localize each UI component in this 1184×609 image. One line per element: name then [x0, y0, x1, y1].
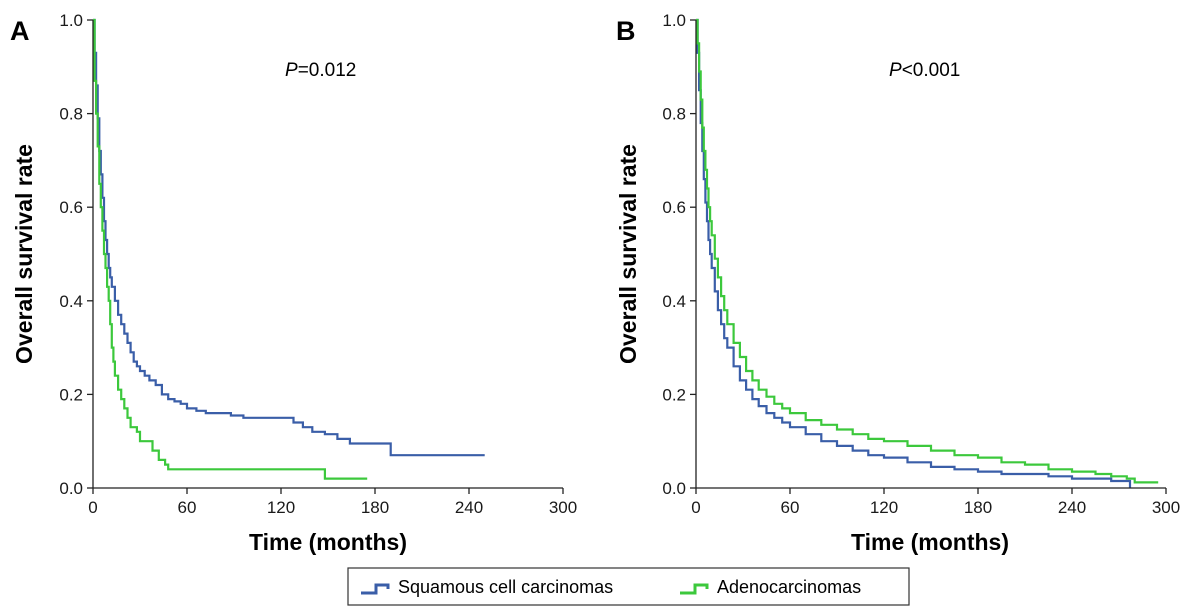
panel-letter-a: A: [10, 16, 30, 46]
x-tick-label-b: 120: [870, 498, 898, 517]
y-tick-label-a: 0.6: [59, 198, 83, 217]
y-tick-label-b: 0.4: [662, 292, 686, 311]
y-tick-label-b: 0.2: [662, 385, 686, 404]
y-tick-label-a: 1.0: [59, 11, 83, 30]
x-tick-label-b: 300: [1152, 498, 1180, 517]
series-layer-b: [696, 18, 1159, 488]
x-tick-label-b: 0: [691, 498, 700, 517]
legend-label-adeno: Adenocarcinomas: [717, 577, 861, 597]
x-tick-label-a: 120: [267, 498, 295, 517]
x-axis-title-a: Time (months): [249, 529, 407, 555]
x-tick-label-b: 60: [781, 498, 800, 517]
p-value-text-b: <0.001: [902, 60, 961, 81]
y-axis-title-a: Overall survival rate: [11, 144, 37, 364]
x-tick-label-a: 300: [549, 498, 577, 517]
series-line-adeno-a: [93, 18, 368, 480]
x-tick-label-a: 180: [361, 498, 389, 517]
y-tick-label-b: 0.0: [662, 479, 686, 498]
series-line-squamous-a: [93, 18, 485, 457]
y-tick-label-a: 0.4: [59, 292, 83, 311]
y-tick-label-b: 1.0: [662, 11, 686, 30]
panel-letter-b: B: [616, 16, 636, 46]
y-tick-label-a: 0.0: [59, 479, 83, 498]
p-value-annotation-a: P=0.012: [285, 60, 356, 81]
series-layer-a: [93, 18, 485, 480]
axes-b: 0 60 120 180 240 300 0.0 0.2 0.4 0.6 0.8 1.0: [662, 11, 1180, 517]
series-line-squamous-b: [696, 18, 1132, 488]
p-value-prefix-b: P: [889, 60, 902, 81]
y-tick-label-b: 0.8: [662, 105, 686, 124]
p-value-prefix-a: P: [285, 60, 298, 81]
y-tick-label-a: 0.8: [59, 105, 83, 124]
legend: Squamous cell carcinomas Adenocarcinomas: [347, 567, 910, 606]
x-axis-title-b: Time (months): [851, 529, 1009, 555]
legend-swatch-adeno: [680, 583, 709, 595]
legend-swatch-squamous: [361, 583, 390, 595]
y-axis-title-b: Overall survival rate: [615, 144, 641, 364]
legend-label-squamous: Squamous cell carcinomas: [398, 577, 613, 597]
series-line-adeno-b: [696, 18, 1159, 484]
x-tick-label-b: 240: [1058, 498, 1086, 517]
p-value-text-a: =0.012: [298, 60, 357, 81]
panel-a: A P=0.012 0 60 120 180 240 300 0.0 0.2 0.4 0.6 0.8…: [10, 11, 577, 555]
x-tick-label-a: 240: [455, 498, 483, 517]
y-tick-label-a: 0.2: [59, 385, 83, 404]
y-tick-label-b: 0.6: [662, 198, 686, 217]
x-tick-label-a: 60: [178, 498, 197, 517]
x-tick-label-a: 0: [88, 498, 97, 517]
p-value-annotation-b: P<0.001: [889, 60, 960, 81]
axes-a: 0 60 120 180 240 300 0.0 0.2 0.4 0.6 0.8 1.0: [59, 11, 577, 517]
legend-box: [347, 567, 910, 606]
x-tick-label-b: 180: [964, 498, 992, 517]
panel-b: B P<0.001 0 60 120 180 240 300 0.0 0.2 0.4 0.6 0.8…: [615, 11, 1180, 555]
